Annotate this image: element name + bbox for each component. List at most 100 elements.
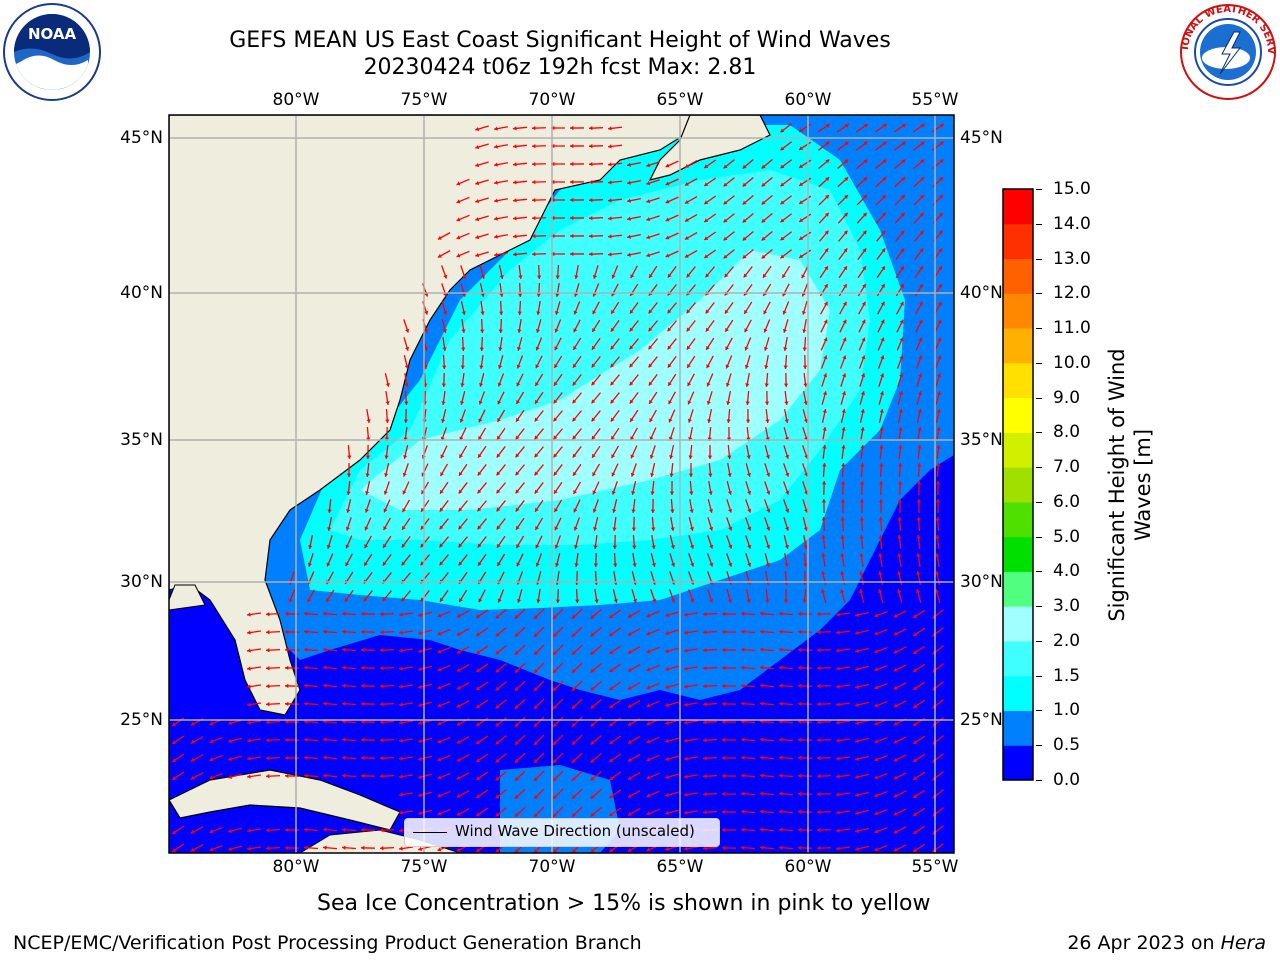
wave-direction-arrowhead: [476, 848, 481, 852]
wave-direction-arrowhead: [741, 611, 745, 616]
wave-direction-arrowhead: [841, 463, 846, 467]
wave-direction-arrowhead: [612, 545, 618, 549]
wave-direction-arrowhead: [458, 489, 463, 494]
wave-direction-arrowhead: [798, 611, 802, 617]
wave-direction-arrowhead: [380, 702, 384, 707]
wave-direction-arrowhead: [516, 525, 520, 530]
wave-direction-arrowhead: [799, 200, 804, 204]
wave-direction-arrowhead: [763, 310, 768, 315]
wave-direction-arrowhead: [610, 327, 615, 332]
colorbar-tick-label: 2.0: [1053, 630, 1081, 651]
wave-direction-arrowhead: [361, 611, 365, 617]
wave-direction-arrowhead: [326, 544, 331, 549]
wave-direction-arrowhead: [836, 756, 840, 761]
colorbar-tick-label: 8.0: [1053, 422, 1081, 443]
wave-direction-arrowhead: [385, 383, 390, 387]
wave-direction-arrowhead: [553, 741, 557, 745]
wave-direction-arrowhead: [571, 812, 576, 817]
colorbar-tick-label: 0.0: [1053, 770, 1081, 790]
wave-direction-arrowhead: [703, 666, 707, 671]
wave-direction-arrowhead: [479, 347, 484, 351]
wave-direction-arrowhead: [823, 355, 828, 360]
wave-direction-arrowhead: [190, 847, 195, 852]
wave-direction-arrowhead: [459, 454, 464, 459]
wave-direction-arrowhead: [285, 683, 289, 689]
wave-direction-arrowhead: [574, 275, 579, 279]
wave-direction-arrowhead: [855, 828, 859, 833]
wave-direction-arrowhead: [913, 668, 918, 672]
wave-direction-arrowhead: [668, 400, 673, 405]
wave-direction-arrowhead: [667, 273, 672, 278]
wave-direction-arrowhead: [532, 125, 536, 131]
wave-direction-arrowhead: [779, 629, 783, 634]
wave-direction-arrowhead: [862, 248, 867, 253]
wave-direction-arrowhead: [247, 612, 251, 617]
wave-direction-arrowhead: [266, 774, 270, 779]
wave-direction-arrowhead: [402, 525, 406, 530]
wave-direction-arrowhead: [901, 177, 906, 182]
wave-direction-arrowhead: [684, 217, 689, 222]
wave-direction-arrowhead: [476, 632, 481, 636]
wave-direction-arrowhead: [785, 472, 790, 477]
wave-direction-arrowhead: [440, 489, 444, 494]
wave-direction-arrowhead: [722, 845, 726, 851]
wave-direction-arrowhead: [913, 812, 918, 816]
wave-direction-arrowhead: [747, 490, 752, 495]
wave-direction-arrowhead: [532, 161, 536, 167]
wave-direction-arrowhead: [703, 630, 707, 635]
wave-direction-arrowhead: [555, 599, 560, 603]
wave-direction-arrowhead: [862, 266, 866, 271]
wave-direction-arrowhead: [703, 792, 707, 797]
wave-direction-arrowhead: [803, 563, 808, 567]
wave-direction-arrowhead: [609, 740, 614, 745]
wave-direction-arrowhead: [722, 629, 726, 635]
wave-direction-arrowhead: [745, 401, 750, 405]
wave-direction-arrowhead: [172, 776, 177, 780]
wave-direction-arrowhead: [860, 409, 865, 413]
wave-direction-arrowhead: [898, 391, 904, 396]
wave-direction-arrowhead: [629, 309, 634, 314]
wave-direction-arrowhead: [916, 553, 921, 557]
wave-direction-arrowhead: [761, 200, 766, 205]
wave-direction-arrowhead: [686, 345, 691, 350]
wave-direction-arrowhead: [572, 417, 577, 422]
wave-direction-arrowhead: [612, 509, 617, 513]
wave-direction-arrowhead: [723, 182, 728, 187]
wave-direction-arrowhead: [684, 235, 689, 240]
wave-direction-arrowhead: [874, 685, 879, 690]
wave-direction-arrowhead: [285, 665, 289, 671]
wave-direction-arrowhead: [913, 650, 918, 654]
wave-direction-arrowhead: [513, 126, 517, 131]
wave-direction-arrowhead: [629, 399, 634, 404]
wave-direction-arrowhead: [665, 648, 670, 654]
wave-direction-arrowhead: [534, 489, 539, 494]
wave-direction-arrowhead: [570, 233, 574, 239]
wave-direction-arrowhead: [461, 329, 466, 333]
wave-direction-arrowhead: [836, 828, 840, 833]
wave-direction-arrowhead: [591, 363, 596, 368]
lon-label-bottom: 70°W: [528, 857, 576, 877]
wave-direction-arrowhead: [899, 319, 904, 324]
wave-direction-arrowhead: [553, 723, 557, 727]
wave-direction-arrowhead: [247, 828, 251, 833]
wave-direction-arrowhead: [609, 668, 614, 673]
wave-direction-arrowhead: [629, 327, 634, 332]
wave-direction-arrowhead: [304, 773, 308, 778]
wave-direction-arrowhead: [304, 683, 308, 688]
lon-label-bottom: 80°W: [272, 857, 320, 877]
wave-direction-arrowhead: [844, 177, 849, 182]
legend-label: Wind Wave Direction (unscaled): [455, 822, 695, 840]
wave-direction-arrowhead: [817, 629, 821, 635]
wave-direction-arrowhead: [571, 794, 576, 799]
wave-direction-arrowhead: [817, 647, 821, 653]
wave-direction-arrowhead: [801, 274, 806, 279]
wave-direction-arrowhead: [722, 683, 726, 689]
wave-direction-arrowhead: [516, 400, 520, 405]
wave-direction-arrowhead: [785, 526, 790, 531]
wave-direction-arrowhead: [706, 364, 711, 369]
wave-direction-arrowhead: [817, 773, 821, 779]
wave-direction-arrowhead: [498, 329, 503, 333]
wave-direction-arrowhead: [684, 666, 688, 671]
wave-direction-arrowhead: [821, 589, 826, 594]
wave-direction-arrowhead: [880, 301, 885, 306]
